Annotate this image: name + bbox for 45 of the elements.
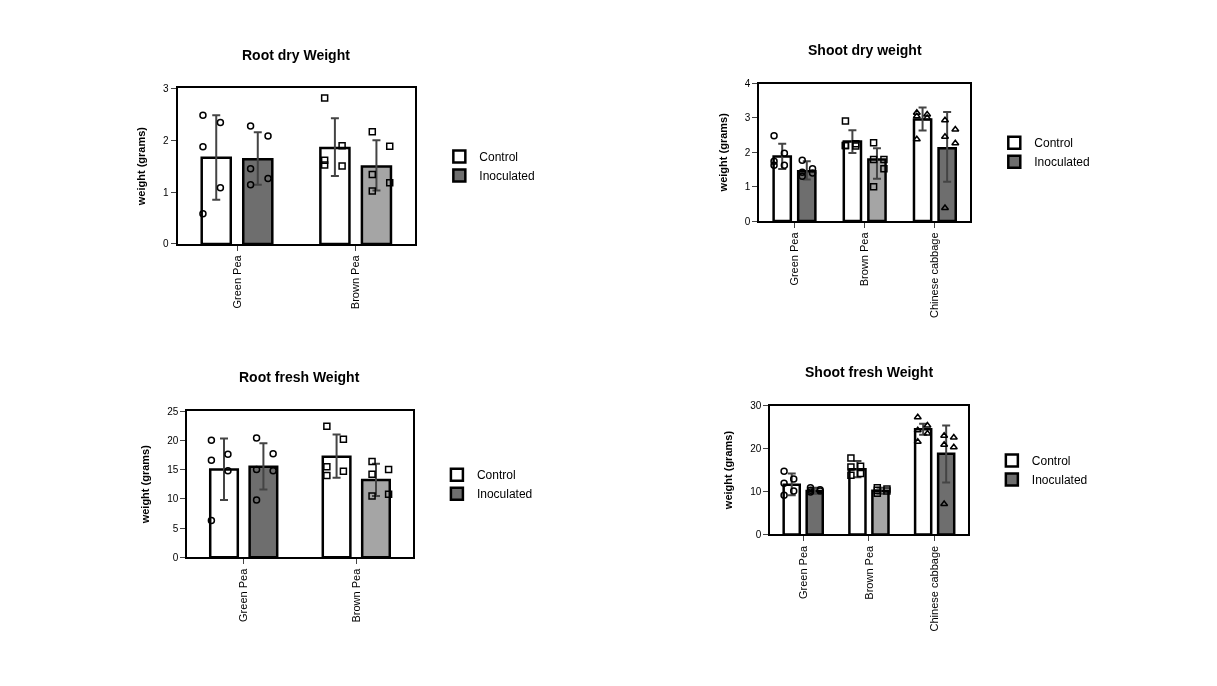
y-axis-title: weight (grams) (722, 430, 735, 511)
chart-title: Shoot fresh Weight (805, 364, 934, 380)
x-tick-label: Green Pea (237, 567, 250, 622)
x-tick-label: Brown Pea (862, 544, 875, 600)
y-tick-label: 0 (163, 238, 170, 250)
chart-title: Root dry Weight (242, 47, 351, 63)
legend-label: Control (1031, 454, 1071, 469)
x-tick-label: Chinese cabbage (928, 545, 941, 632)
y-axis-title: weight (grams) (139, 444, 152, 525)
y-tick-label: 2 (744, 146, 751, 158)
legend-label: Control (476, 468, 516, 483)
legend-label: Inoculated (476, 487, 533, 502)
legend-label: Inoculated (1031, 473, 1088, 488)
y-tick-label: 1 (163, 186, 170, 198)
y-tick-label: 20 (750, 443, 762, 455)
y-tick-label: 4 (744, 78, 751, 90)
y-tick-label: 15 (167, 464, 179, 476)
y-tick-label: 2 (163, 134, 170, 146)
y-tick-label: 20 (167, 434, 179, 446)
x-tick-label: Brown Pea (349, 567, 362, 623)
legend-label: Inoculated (479, 169, 535, 184)
x-tick-label: Chinese cabbage (928, 232, 941, 319)
y-tick-label: 10 (750, 486, 762, 497)
legend-label: Inoculated (1034, 155, 1090, 170)
x-tick-label: Green Pea (230, 254, 243, 309)
y-tick-label: 0 (744, 215, 751, 227)
x-tick-label: Brown Pea (858, 231, 871, 287)
legend-label: Control (479, 150, 519, 165)
x-tick-label: Green Pea (796, 544, 809, 600)
y-tick-label: 5 (172, 522, 179, 534)
y-tick-label: 1 (744, 181, 751, 193)
y-tick-label: 0 (172, 551, 179, 563)
y-axis-title: weight (grams) (135, 126, 148, 207)
y-tick-label: 0 (755, 528, 762, 540)
chart-title: Root fresh Weight (239, 369, 360, 385)
legend-label: Control (1034, 136, 1073, 151)
x-tick-label: Brown Pea (349, 254, 362, 310)
x-tick-label: Green Pea (788, 231, 801, 286)
chart-title: Shoot dry weight (808, 42, 922, 58)
y-tick-label: 30 (750, 400, 762, 412)
y-tick-label: 10 (167, 493, 179, 505)
y-tick-label: 3 (163, 82, 170, 94)
y-tick-label: 3 (744, 112, 751, 124)
y-tick-label: 25 (167, 405, 179, 417)
y-axis-title: weight (grams) (717, 112, 729, 193)
